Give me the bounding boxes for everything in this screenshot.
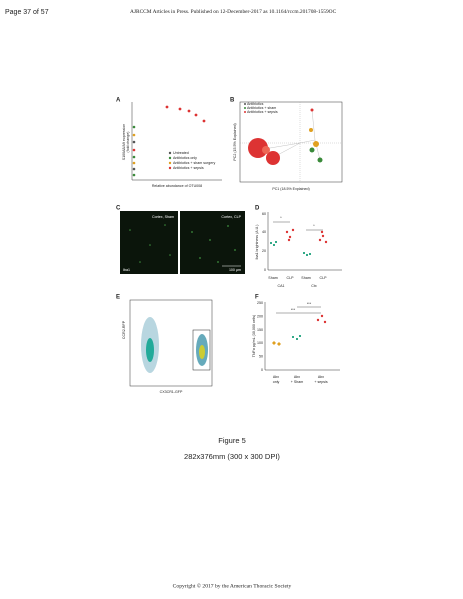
y-tick-label: 250 bbox=[257, 301, 263, 305]
x-tick-label: + sepsis bbox=[314, 380, 327, 384]
y-label: (fold change) bbox=[126, 132, 130, 153]
panel-letter: D bbox=[255, 206, 260, 212]
panel-e: E CCR2-RFP CX3CR1-GFP bbox=[116, 295, 213, 394]
group-label: Ctx bbox=[311, 284, 317, 288]
y-label: S100A8/A9 expression bbox=[122, 124, 126, 161]
panel-letter: E bbox=[116, 295, 120, 301]
y-label: Iba1 brightness (A.U.) bbox=[255, 225, 259, 260]
y-label: PC2 (15.5% Explained) bbox=[233, 123, 237, 160]
significance: *** bbox=[307, 302, 312, 306]
panel-f: F TNFα pg/mL (30,000 cells) 0 50 100 150… bbox=[252, 295, 340, 384]
axes bbox=[267, 212, 342, 271]
panel-d: D Iba1 brightness (A.U.) 0 20 40 60 * * … bbox=[255, 206, 342, 288]
dots bbox=[272, 314, 327, 346]
population bbox=[199, 345, 205, 359]
legend-entry: Untreated bbox=[173, 151, 189, 155]
x-tick-label: + Sham bbox=[291, 380, 304, 384]
x-tick-label: Sham bbox=[268, 276, 277, 280]
image-label: Cortex, Sham bbox=[152, 215, 174, 219]
figure-caption: Figure 5 bbox=[218, 436, 246, 445]
journal-header: AJRCCM Articles in Press. Published on 1… bbox=[130, 9, 337, 15]
page-number: Page 37 of 57 bbox=[5, 9, 49, 16]
x-tick-label: Abx bbox=[294, 375, 300, 379]
axes bbox=[131, 102, 222, 181]
cells bbox=[129, 224, 236, 263]
x-label: CX3CR1-GFP bbox=[160, 390, 183, 394]
dots bbox=[270, 228, 328, 256]
legend-entry: Antibiotics bbox=[247, 102, 264, 106]
y-label: CCR2-RFP bbox=[122, 320, 126, 339]
panel-letter: B bbox=[230, 98, 235, 104]
x-tick-label: Abx bbox=[273, 375, 279, 379]
significance: * bbox=[280, 216, 282, 220]
pca-points bbox=[248, 108, 323, 165]
x-tick-label: Sham bbox=[301, 276, 310, 280]
panel-letter: A bbox=[116, 98, 121, 104]
population bbox=[146, 338, 154, 362]
y-tick-label: 0 bbox=[261, 368, 263, 372]
panel-c: C Cortex, Sham Cortex, CLP Iba1 100 µm bbox=[116, 206, 245, 274]
significance: * bbox=[313, 224, 315, 228]
y-tick-label: 100 bbox=[257, 341, 263, 345]
significance-bar bbox=[273, 221, 323, 231]
legend-entry: Antibiotics + sepsis bbox=[173, 166, 204, 170]
legend: Antibiotics Antibiotics + sham Antibioti… bbox=[244, 102, 278, 114]
y-tick-label: 20 bbox=[262, 249, 266, 253]
micrograph bbox=[180, 211, 245, 274]
significance-bar bbox=[276, 306, 321, 314]
y-tick-label: 200 bbox=[257, 314, 263, 318]
dots bbox=[132, 105, 206, 177]
y-tick-label: 50 bbox=[259, 355, 263, 359]
image-label: Cortex, CLP bbox=[221, 215, 241, 219]
x-label: Relative abundance of OTU008 bbox=[152, 184, 202, 188]
y-tick-label: 0 bbox=[264, 268, 266, 272]
panel-letter: F bbox=[255, 295, 259, 301]
x-tick-label: CLP bbox=[287, 276, 295, 280]
y-tick-label: 40 bbox=[262, 230, 266, 234]
x-label: PC1 (18.5% Explained) bbox=[272, 187, 309, 191]
significance: *** bbox=[291, 308, 296, 312]
micrograph bbox=[120, 211, 178, 274]
axes bbox=[129, 299, 213, 387]
x-tick-label: CLP bbox=[320, 276, 328, 280]
x-tick-label: only bbox=[273, 380, 280, 384]
y-tick-label: 150 bbox=[257, 328, 263, 332]
x-tick-label: Abx bbox=[318, 375, 324, 379]
scale-label: 100 µm bbox=[229, 268, 241, 272]
copyright: Copyright © 2017 by the American Thoraci… bbox=[173, 582, 292, 589]
group-label: CA1 bbox=[278, 284, 285, 288]
stain-label: Iba1 bbox=[123, 268, 130, 272]
panel-a: A S100A8/A9 expression (fold change) Rel… bbox=[116, 98, 222, 188]
y-label: TNFα pg/mL (30,000 cells) bbox=[252, 315, 256, 358]
legend-entry: Antibiotics only bbox=[173, 156, 197, 160]
gate bbox=[192, 329, 211, 371]
legend-entry: Antibiotics + sepsis bbox=[247, 110, 278, 114]
legend: Untreated Antibiotics only Antibiotics +… bbox=[168, 151, 215, 170]
panel-b: B PC2 (15.5% Explained) PC1 (18.5% Expla… bbox=[230, 98, 343, 191]
axes bbox=[239, 101, 343, 183]
axes bbox=[264, 302, 340, 371]
panel-letter: C bbox=[116, 206, 121, 212]
figure-size: 282x376mm (300 x 300 DPI) bbox=[184, 452, 280, 461]
legend-entry: Antibiotics + sham surgery bbox=[173, 161, 215, 165]
y-tick-label: 60 bbox=[262, 212, 266, 216]
legend-entry: Antibiotics + sham bbox=[247, 106, 276, 110]
